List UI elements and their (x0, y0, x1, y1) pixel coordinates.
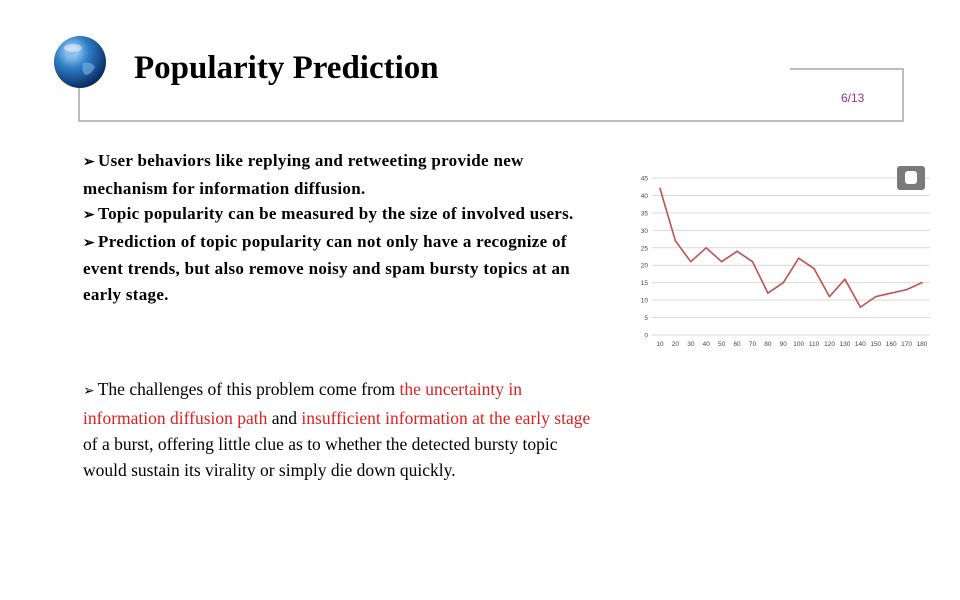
x-tick-label: 110 (809, 341, 820, 348)
y-tick-label: 30 (641, 228, 649, 235)
x-tick-label: 150 (870, 341, 881, 348)
bullet-item: ➢ Topic popularity can be measured by the… (83, 201, 593, 229)
bullet-item: ➢ User behaviors like replying and retwee… (83, 148, 593, 201)
paragraph-text: and (267, 408, 302, 428)
data-point (859, 306, 862, 308)
bullet-item: ➢ Prediction of topic popularity can not … (83, 229, 593, 308)
x-tick-label: 20 (672, 341, 680, 348)
x-tick-label: 90 (780, 341, 788, 348)
frame-line-right (902, 68, 904, 122)
data-point (874, 295, 877, 298)
arrow-bullet-icon: ➢ (83, 208, 96, 223)
y-tick-label: 45 (641, 176, 649, 183)
data-point (797, 257, 800, 260)
y-tick-label: 25 (641, 245, 649, 252)
data-point (844, 278, 846, 280)
arrow-bullet-icon: ➢ (83, 384, 95, 399)
data-point (828, 295, 831, 298)
slide-title: Popularity Prediction (134, 50, 439, 86)
data-point (782, 281, 785, 284)
popularity-line-chart: 0 5 10 15 20 25 30 35 40 45 10 20 30 40 50 60 70 80 90 100 1… (641, 176, 930, 348)
paragraph-text: The challenges of this problem come from (97, 379, 400, 399)
page-number: 6/13 (841, 91, 865, 105)
challenge-paragraph: ➢ The challenges of this problem come fro… (83, 376, 603, 483)
globe-icon (54, 36, 106, 88)
highlight-text: the uncertainty in information diffusion… (83, 379, 522, 428)
paragraph-text: of a burst, offering little clue as to w… (83, 434, 558, 480)
data-point (751, 260, 754, 263)
y-tick-label: 40 (641, 193, 649, 200)
x-tick-label: 160 (886, 341, 897, 348)
highlight-text: insufficient information at the early st… (301, 408, 591, 428)
bullet-text: Topic popularity can be measured by the … (98, 204, 574, 223)
x-tick-label: 60 (733, 341, 741, 348)
x-tick-label: 50 (718, 341, 726, 348)
bullet-text: Prediction of topic popularity can not o… (83, 231, 571, 304)
x-tick-label: 180 (917, 341, 928, 348)
series-line (659, 188, 923, 308)
data-point (659, 187, 661, 190)
y-tick-label: 15 (641, 280, 649, 287)
bullet-list: ➢ User behaviors like replying and retwee… (83, 148, 593, 307)
frame-line-bottom (78, 120, 904, 122)
arrow-bullet-icon: ➢ (83, 235, 96, 251)
data-point (767, 292, 769, 294)
y-tick-label: 5 (644, 315, 648, 322)
data-point (736, 250, 738, 253)
y-tick-label: 10 (641, 298, 649, 305)
y-tick-label: 0 (644, 333, 648, 340)
x-tick-label: 40 (703, 341, 711, 348)
camera-icon[interactable] (897, 166, 925, 190)
x-tick-label: 80 (764, 341, 772, 348)
data-point (921, 281, 923, 284)
x-tick-label: 100 (793, 341, 804, 348)
y-tick-label: 20 (641, 263, 649, 270)
x-tick-label: 120 (824, 341, 835, 348)
data-point (674, 240, 677, 242)
data-point (890, 292, 892, 294)
data-point (813, 267, 815, 270)
x-tick-label: 130 (840, 341, 851, 348)
bullet-text: User behaviors like replying and retweet… (83, 151, 524, 198)
data-point (905, 288, 908, 291)
x-tick-label: 140 (855, 341, 866, 348)
data-point (705, 246, 708, 249)
frame-line-left (78, 88, 80, 122)
x-tick-label: 70 (749, 341, 757, 348)
x-tick-label: 30 (687, 341, 695, 348)
data-point (720, 260, 723, 263)
x-tick-label: 170 (901, 341, 912, 348)
x-tick-label: 10 (656, 341, 664, 348)
y-tick-label: 35 (641, 210, 649, 217)
frame-line-top (790, 68, 904, 70)
data-point (690, 260, 692, 263)
arrow-bullet-icon: ➢ (83, 155, 96, 170)
